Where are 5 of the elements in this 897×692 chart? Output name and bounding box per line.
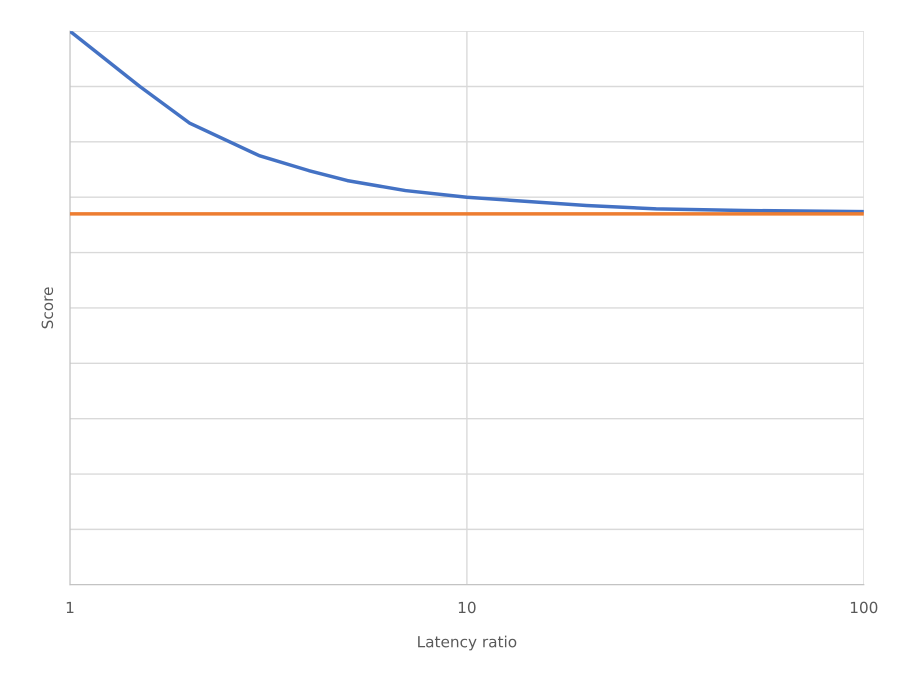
x-tick-label: 10 [458, 602, 476, 614]
x-tick-label: 1 [66, 602, 74, 614]
x-axis-title: Latency ratio [418, 636, 516, 650]
y-axis-title: Score [42, 287, 54, 328]
x-tick-label: 100 [850, 602, 878, 614]
